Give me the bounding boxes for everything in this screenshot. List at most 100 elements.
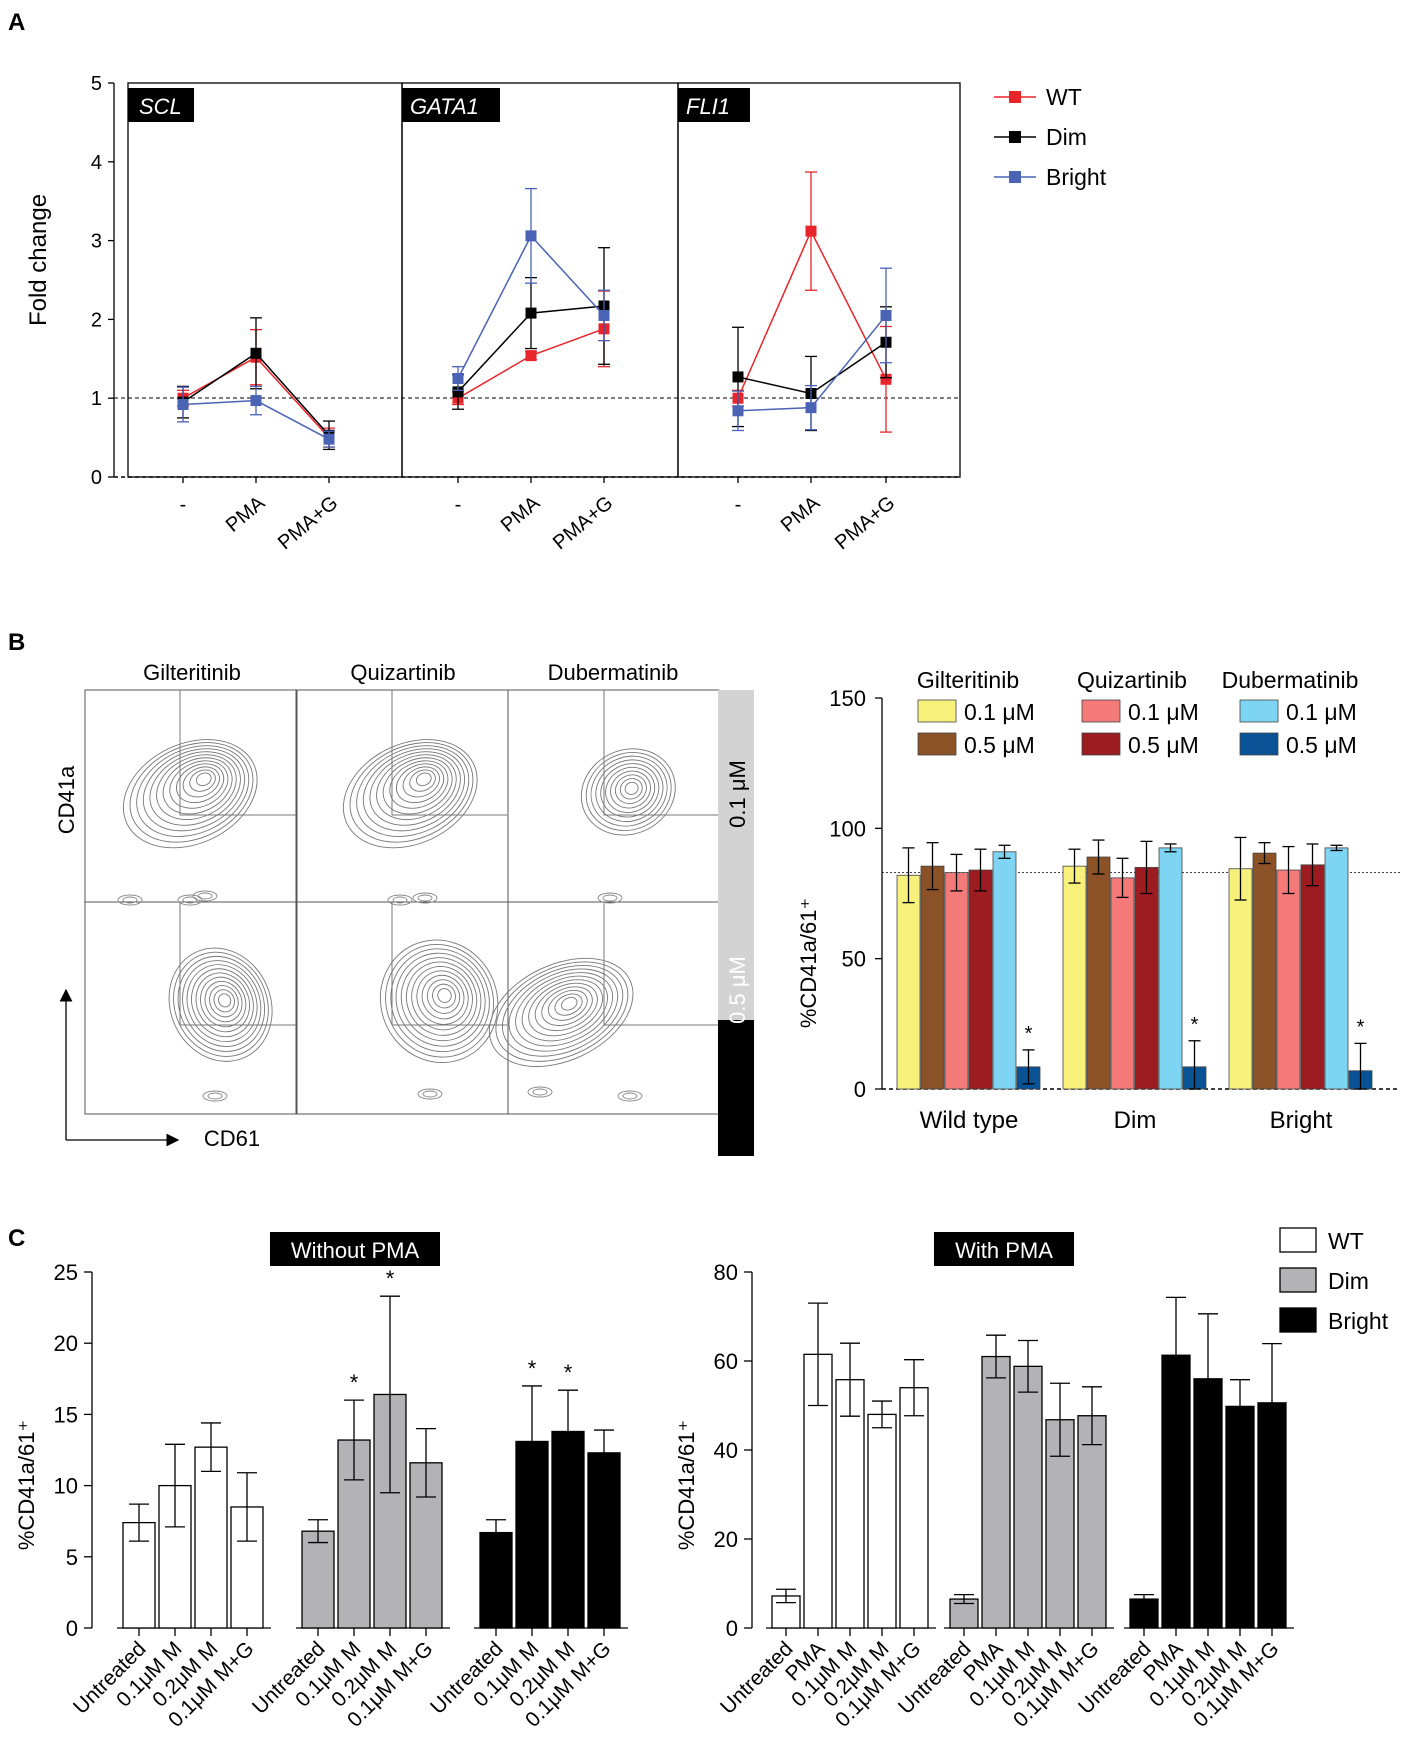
contour-population <box>590 755 668 827</box>
legend-marker-bright <box>1009 171 1021 183</box>
flow-plot-frame <box>507 901 720 1115</box>
significance-star: * <box>1025 1023 1033 1045</box>
contour-minor-cluster <box>412 892 438 904</box>
y-tick-label-10: 10 <box>54 1474 78 1499</box>
y-tick-label-3: 3 <box>91 231 102 253</box>
data-point-fli1-wt <box>880 373 892 385</box>
contour-population <box>396 763 445 804</box>
legend-label-dim: Dim <box>1046 124 1087 150</box>
contour-minor-cluster <box>622 1092 638 1100</box>
bar-wild-type-gilteritinib-0-5-m <box>920 865 945 1090</box>
subplot-gata1-label: GATA1 <box>410 94 479 119</box>
right-title-box <box>934 1232 1074 1266</box>
legend-swatch-gilteritinib-0 <box>917 699 957 723</box>
panel-a-legend: WT Dim Bright <box>994 84 1107 190</box>
data-point-gata1-dim <box>452 386 464 398</box>
legend-label-dubermatinib-1: 0.5 μM <box>1286 732 1357 758</box>
legend-label-gilteritinib-1: 0.5 μM <box>964 732 1035 758</box>
x-group-label-bright: Bright <box>1270 1107 1333 1134</box>
contour-minor-cluster <box>417 894 433 902</box>
y-tick-label-100: 100 <box>829 816 866 841</box>
contour-minor-cluster <box>527 1086 553 1098</box>
row-label-0.5um: 0.5 μM <box>725 956 750 1024</box>
significance-star: * <box>528 1356 537 1381</box>
contour-population <box>362 748 466 832</box>
contour-minor-cluster <box>197 892 213 900</box>
contour-population <box>156 754 237 821</box>
bar-wild-type-dubermatinib-0-1-m <box>992 851 1017 1090</box>
contour-population <box>585 752 672 832</box>
bar-bright-gilteritinib-0-1-m <box>1228 868 1253 1090</box>
y-tick-label-0: 0 <box>66 1616 78 1641</box>
y-tick-label-80: 80 <box>714 1260 738 1285</box>
legend-label-bright: Bright <box>1046 164 1107 190</box>
contour-population <box>195 772 212 787</box>
data-point-fli1-bright <box>805 402 817 414</box>
left-title-box <box>270 1232 440 1266</box>
y-tick-label-15: 15 <box>54 1402 78 1427</box>
legend-drug-dubermatinib: Dubermatinib <box>1222 667 1359 693</box>
row-band-0.1um <box>718 690 754 1020</box>
contour-population <box>426 979 461 1014</box>
contour-minor-cluster <box>597 892 623 904</box>
data-point-fli1-dim <box>732 371 744 383</box>
y-tick-label-5: 5 <box>66 1545 78 1570</box>
data-point-fli1-bright <box>732 405 744 417</box>
contour-population <box>541 986 593 1026</box>
panel-c-right-ylabel: %CD41a/61⁺ <box>674 1420 699 1550</box>
contour-population <box>182 960 262 1047</box>
contour-population <box>610 770 651 809</box>
flow-col-gilteritinib: Gilteritinib <box>143 660 241 685</box>
data-point-scl-bright <box>177 399 189 411</box>
data-point-gata1-wt <box>525 350 537 362</box>
contour-population <box>554 993 583 1016</box>
bar-wild-type-quizartinib-0-5-m <box>968 869 993 1090</box>
panel-a-x-labels: - PMA PMA+G - PMA PMA+G - PMA PMA+G <box>180 492 900 555</box>
legend-label-bright: Bright <box>1328 1308 1389 1334</box>
subplot-scl-label: SCL <box>139 94 182 119</box>
y-tick-label-0: 0 <box>726 1616 738 1641</box>
contour-population <box>379 939 499 1064</box>
contour-population <box>432 983 456 1009</box>
panel-a-plot-area <box>177 171 892 483</box>
contour-population <box>168 947 273 1062</box>
contour-population <box>218 993 232 1008</box>
panel-c-letter: C <box>8 1225 25 1252</box>
contour-minor-cluster <box>602 894 618 902</box>
contour-population <box>411 966 473 1031</box>
panel-b-letter: B <box>8 629 25 656</box>
panel-c-legend: WT Dim Bright <box>1279 1227 1389 1334</box>
legend-label-wt: WT <box>1046 84 1082 110</box>
contour-population <box>376 754 457 821</box>
contour-minor-cluster <box>117 894 143 906</box>
legend-label-dubermatinib-0: 0.1 μM <box>1286 699 1357 725</box>
legend-swatch-wt <box>1279 1227 1317 1253</box>
contour-minor-cluster <box>122 896 138 904</box>
x-label-untreated: Untreated <box>716 1637 797 1718</box>
y-tick-label-20: 20 <box>714 1527 738 1552</box>
contour-population <box>400 957 482 1042</box>
panel-b-bar-chart: 0 50 100 150 * Wild type * Dim * Bright <box>829 686 1400 1134</box>
y-tick-label-0: 0 <box>854 1077 866 1102</box>
flow-plot-frame <box>296 689 509 903</box>
contour-population <box>502 965 624 1057</box>
contour-population <box>162 757 233 815</box>
quadrant-gate <box>391 690 507 816</box>
x-label-pma-g: PMA+G <box>274 492 342 554</box>
bar-wt-0-2-m-m <box>194 1446 228 1629</box>
bar-bright-dubermatinib-0-1-m <box>1324 847 1349 1090</box>
bar-dim-quizartinib-0-1-m <box>1110 877 1135 1090</box>
contour-population <box>195 972 250 1033</box>
contour-population <box>142 748 246 832</box>
legend-swatch-quizartinib-1 <box>1081 732 1121 756</box>
subplot-fli1-label: FLI1 <box>686 94 730 119</box>
y-tick-label-20: 20 <box>54 1331 78 1356</box>
bar-bright-gilteritinib-0-5-m <box>1252 852 1277 1090</box>
contour-population <box>624 781 639 795</box>
contour-population <box>561 997 578 1011</box>
bar-dim-0-1-m-m <box>1013 1365 1043 1629</box>
y-tick-label-150: 150 <box>829 686 866 711</box>
contour-population <box>409 769 436 792</box>
data-point-gata1-bright <box>598 309 610 321</box>
